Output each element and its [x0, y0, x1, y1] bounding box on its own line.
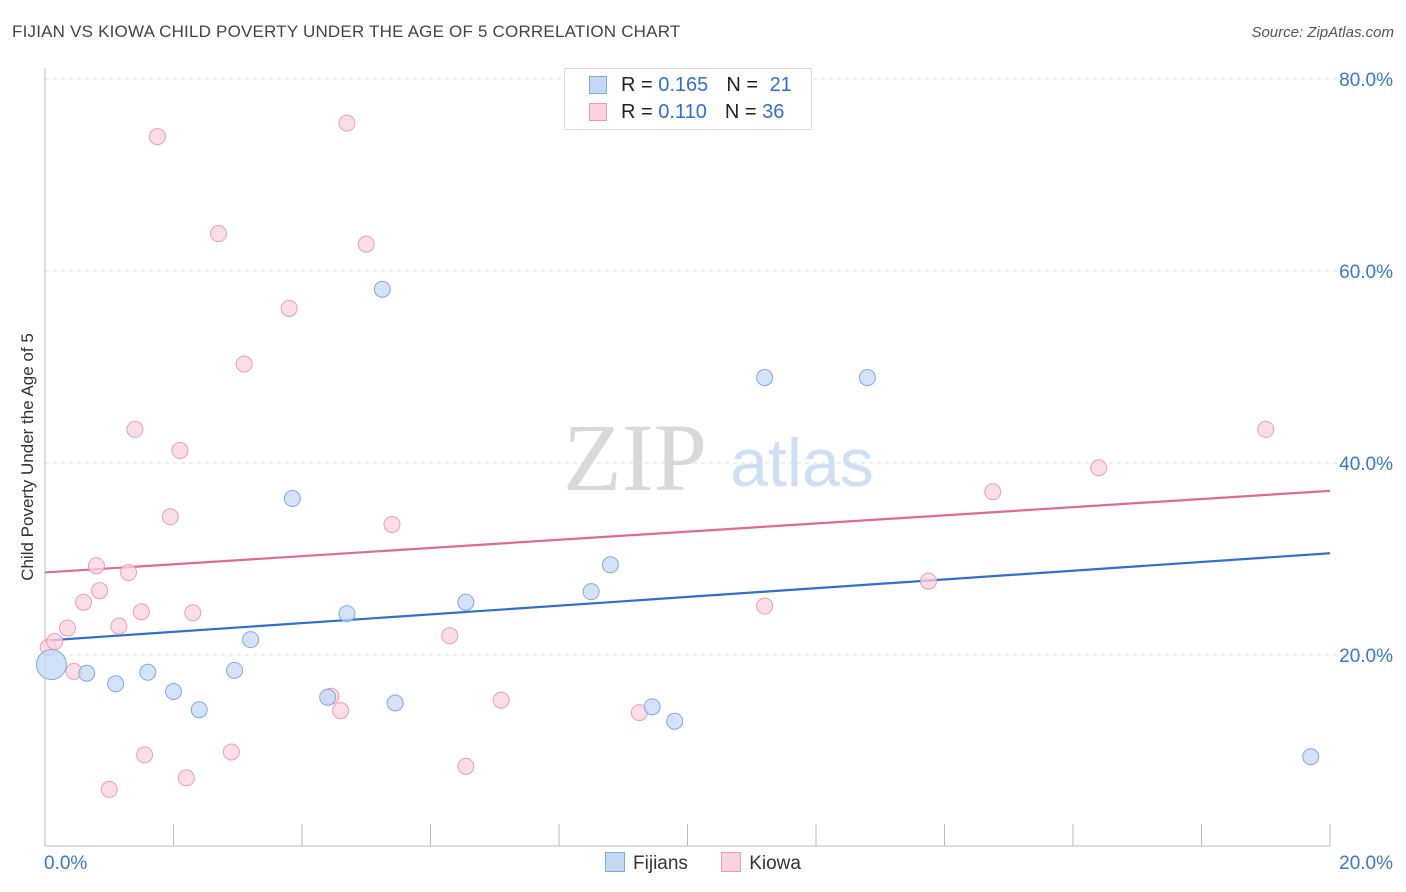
fijian-point: [242, 631, 260, 649]
fijian-point: [226, 661, 244, 679]
fijian-trend-line: [44, 552, 1331, 642]
chart-title: FIJIAN VS KIOWA CHILD POVERTY UNDER THE …: [12, 22, 681, 41]
kiowa-point: [1090, 459, 1108, 477]
kiowa-point: [126, 420, 144, 438]
kiowa-point: [332, 702, 350, 720]
kiowa-legend-swatch: [721, 852, 742, 872]
r-value: 0.165: [658, 74, 709, 96]
watermark-atlas: atlas: [730, 425, 874, 501]
kiowa-point: [161, 508, 179, 526]
kiowa-trend-line: [44, 489, 1331, 574]
chart-source: Source: ZipAtlas.com: [1251, 24, 1394, 41]
kiowa-point: [984, 483, 1002, 501]
fijian-point: [78, 664, 96, 682]
x-tick-label: 20.0%: [1339, 853, 1393, 874]
fijian-point: [1302, 748, 1320, 766]
kiowa-point: [136, 746, 154, 764]
kiowa-point: [338, 114, 356, 132]
kiowa-point: [132, 603, 150, 621]
watermark-zip: ZIP: [563, 404, 707, 511]
kiowa-point: [492, 691, 510, 709]
legend-row-fijians: R = 0.165 N = 21: [589, 74, 792, 100]
fijian-point: [319, 688, 337, 706]
trend-lines: [44, 489, 1331, 642]
y-tick-label: 20.0%: [1339, 646, 1393, 667]
legend-item-kiowa: Kiowa: [721, 852, 801, 875]
n-label: N =: [724, 101, 763, 123]
fijian-point: [338, 605, 356, 623]
kiowa-point: [383, 515, 401, 533]
kiowa-point: [756, 597, 774, 615]
r-value: 0.110: [658, 101, 707, 123]
legend-item-fijians: Fijians: [605, 852, 688, 875]
kiowa-point: [919, 572, 937, 590]
fijian-point: [283, 490, 301, 508]
kiowa-point: [171, 442, 189, 460]
kiowa-point: [177, 769, 195, 787]
kiowa-point: [1257, 420, 1275, 438]
fijian-point: [666, 712, 684, 730]
fijian-point: [386, 694, 404, 712]
kiowa-point: [148, 128, 166, 146]
fijian-point: [107, 675, 125, 693]
axes: [44, 68, 1331, 847]
r-label: R =: [621, 101, 659, 123]
x-tick-label: 0.0%: [44, 853, 87, 874]
kiowa-point: [457, 757, 475, 775]
legend-label-fijians: Fijians: [633, 853, 688, 874]
fijian-point: [582, 583, 600, 601]
fijian-point: [190, 701, 208, 719]
r-label: R =: [621, 74, 659, 96]
legend-label-kiowa: Kiowa: [749, 853, 801, 874]
kiowa-point: [222, 743, 240, 761]
y-tick-label: 40.0%: [1339, 454, 1393, 475]
n-value: 36: [762, 101, 785, 123]
fijians-legend-swatch: [605, 852, 626, 872]
gridlines: [45, 78, 1392, 656]
correlation-legend: R = 0.165 N = 21 R = 0.110 N = 36: [564, 68, 812, 130]
watermark: ZIP atlas: [563, 404, 874, 511]
kiowa-point: [100, 780, 118, 798]
n-value: 21: [769, 74, 792, 96]
kiowa-point: [357, 235, 375, 253]
kiowa-point: [58, 619, 76, 637]
n-label: N =: [726, 74, 764, 96]
fijian-point: [457, 593, 475, 611]
data-points: [35, 114, 1320, 798]
kiowa-point: [91, 582, 109, 600]
fijian-point: [643, 698, 661, 716]
y-tick-label: 60.0%: [1339, 262, 1393, 283]
kiowa-point: [441, 627, 459, 645]
kiowa-swatch: [589, 103, 607, 121]
y-axis-label: Child Poverty Under the Age of 5: [18, 333, 37, 581]
kiowa-point: [209, 225, 227, 243]
fijians-swatch: [589, 76, 607, 94]
kiowa-point: [87, 557, 105, 575]
fijian-point: [139, 663, 157, 681]
series-legend: Fijians Kiowa: [0, 852, 1406, 875]
tick-labels: 20.0% 40.0% 60.0% 80.0% 0.0% 20.0%: [44, 70, 1393, 874]
fijian-point: [373, 280, 391, 298]
kiowa-point: [184, 604, 202, 622]
kiowa-point: [46, 633, 64, 651]
fijian-point: [756, 369, 774, 387]
kiowa-point: [75, 593, 93, 611]
fijian-point: [165, 682, 182, 700]
kiowa-point: [235, 355, 253, 373]
fijian-point: [35, 649, 67, 681]
kiowa-point: [120, 563, 138, 581]
legend-row-kiowa: R = 0.110 N = 36: [589, 101, 784, 127]
fijian-point: [601, 556, 619, 574]
y-tick-label: 80.0%: [1339, 70, 1393, 91]
kiowa-point: [280, 299, 298, 317]
fijian-point: [858, 369, 876, 387]
kiowa-point: [110, 617, 128, 635]
